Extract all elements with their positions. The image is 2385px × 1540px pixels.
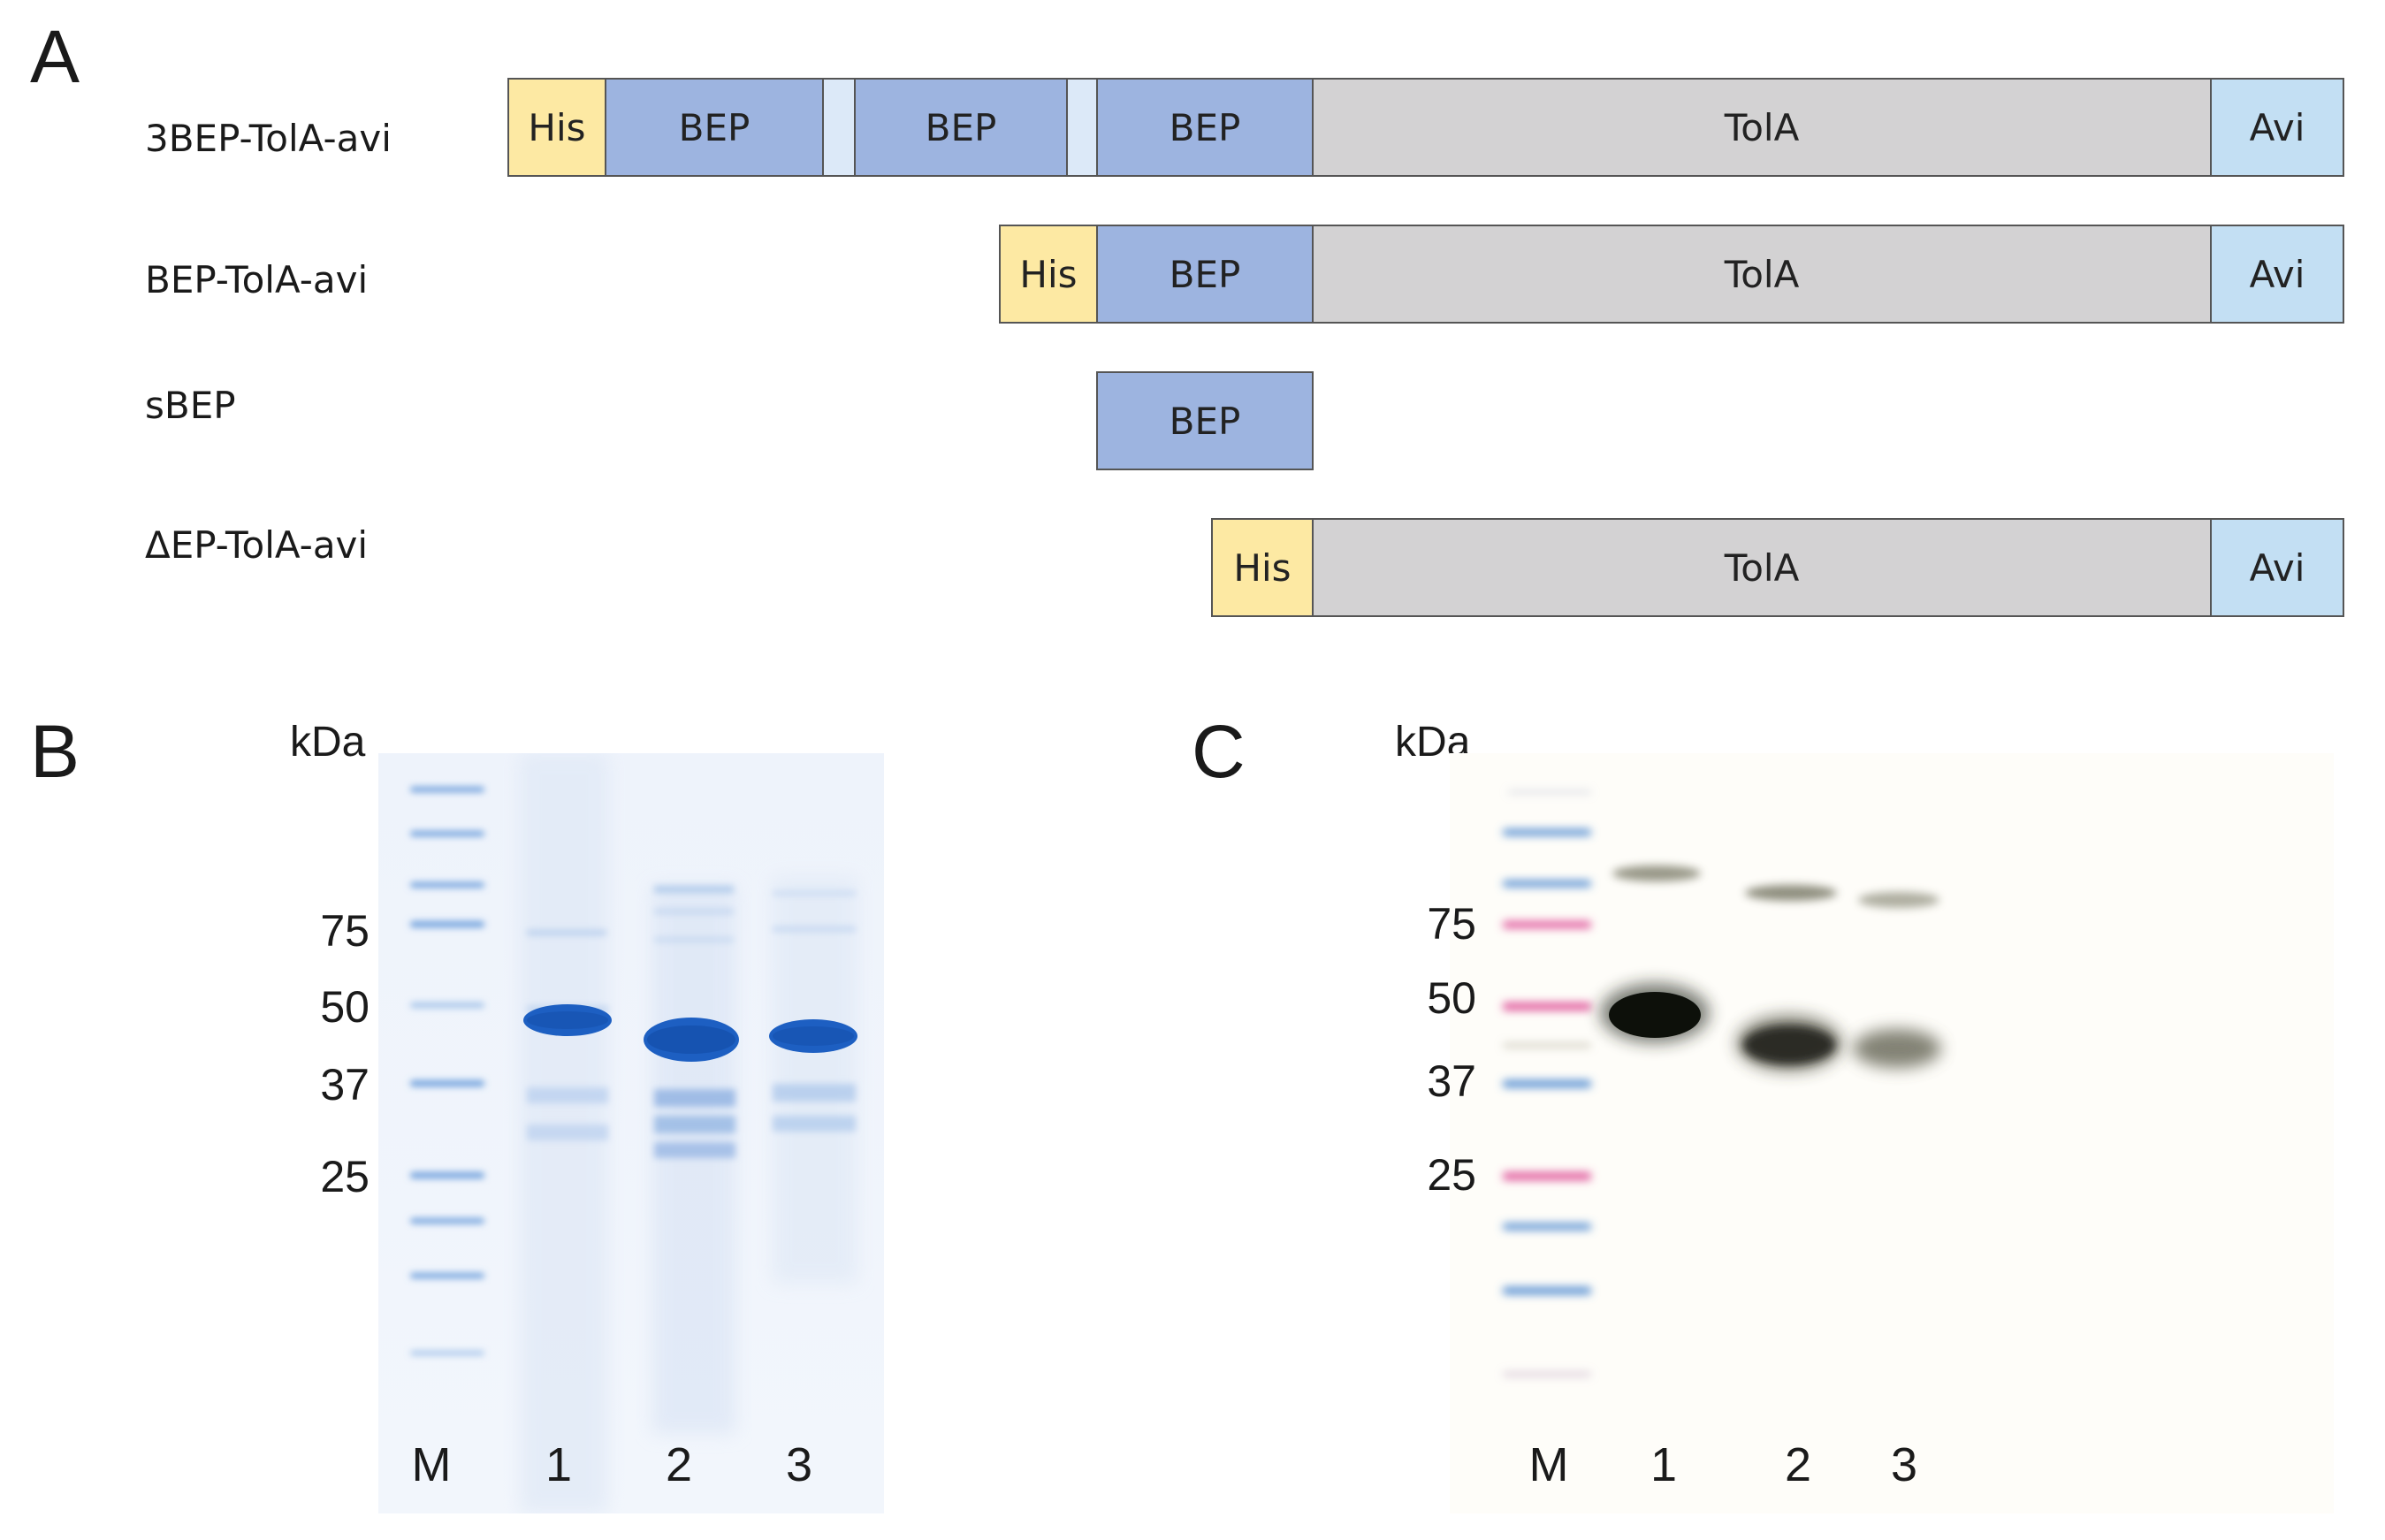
bep-segment: BEP	[1096, 371, 1314, 470]
bep-segment: BEP	[1096, 225, 1314, 324]
lane-label-3: 3	[785, 1438, 813, 1491]
lane-label-1: 1	[1650, 1438, 1678, 1491]
western-blot-image	[1450, 753, 2334, 1513]
construct-label-dep-tola-avi: ΔEP-TolA-avi	[145, 523, 369, 567]
construct-label-bep-tola-avi: BEP-TolA-avi	[145, 258, 369, 301]
panel-letter-c: C	[1192, 710, 1246, 793]
mw-marker-25: 25	[1427, 1150, 1476, 1200]
mw-marker-50: 50	[1427, 973, 1476, 1023]
mw-marker-50: 50	[320, 982, 370, 1032]
bep-segment: BEP	[854, 78, 1068, 177]
avi-tag-segment: Avi	[2210, 78, 2344, 177]
avi-tag-segment: Avi	[2210, 518, 2344, 617]
mw-marker-25: 25	[320, 1152, 370, 1201]
tola-segment: TolA	[1312, 518, 2212, 617]
mw-marker-75: 75	[1427, 899, 1476, 949]
panel-letter-b: B	[30, 710, 80, 793]
lane-label-m: M	[1528, 1438, 1569, 1491]
tola-segment: TolA	[1312, 78, 2212, 177]
his-tag-segment: His	[1211, 518, 1314, 617]
lane-label-2: 2	[665, 1438, 693, 1491]
lane-label-1: 1	[545, 1438, 573, 1491]
tola-segment: TolA	[1312, 225, 2212, 324]
his-tag-segment: His	[507, 78, 606, 177]
linker-segment	[1066, 78, 1098, 177]
lane-label-2: 2	[1784, 1438, 1812, 1491]
his-tag-segment: His	[999, 225, 1098, 324]
mw-marker-37: 37	[1427, 1056, 1476, 1106]
bep-segment: BEP	[605, 78, 824, 177]
construct-label-sbep: sBEP	[145, 384, 236, 427]
avi-tag-segment: Avi	[2210, 225, 2344, 324]
panel-letter-a: A	[30, 15, 80, 98]
linker-segment	[822, 78, 856, 177]
coomassie-gel-image	[378, 753, 884, 1513]
kda-label: kDa	[290, 719, 366, 766]
lane-label-m: M	[411, 1438, 452, 1491]
lane-label-3: 3	[1890, 1438, 1918, 1491]
mw-marker-75: 75	[320, 906, 370, 956]
construct-label-3bep-tola-avi: 3BEP-TolA-avi	[145, 117, 392, 160]
mw-marker-37: 37	[320, 1060, 370, 1109]
bep-segment: BEP	[1096, 78, 1314, 177]
